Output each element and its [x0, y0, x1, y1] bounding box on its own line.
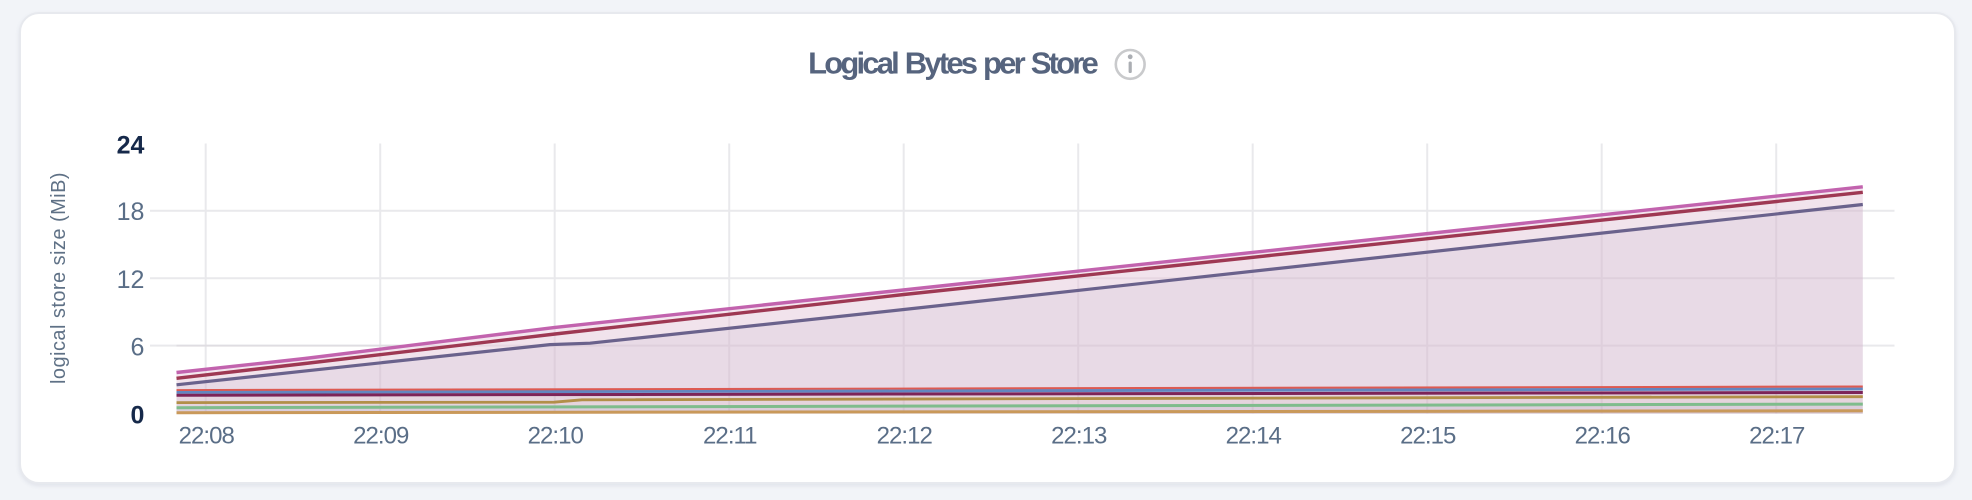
svg-text:22:16: 22:16	[1575, 423, 1631, 450]
svg-text:22:09: 22:09	[353, 423, 409, 450]
svg-text:logical store size (MiB): logical store size (MiB)	[48, 172, 70, 384]
svg-text:22:08: 22:08	[179, 423, 235, 450]
svg-text:22:15: 22:15	[1400, 423, 1456, 450]
svg-text:6: 6	[130, 333, 144, 361]
svg-text:22:12: 22:12	[877, 423, 933, 450]
svg-text:18: 18	[117, 198, 145, 226]
svg-text:Logical Bytes per Store: Logical Bytes per Store	[808, 46, 1098, 81]
svg-text:12: 12	[117, 266, 145, 294]
svg-text:22:13: 22:13	[1051, 423, 1107, 450]
svg-text:22:17: 22:17	[1749, 423, 1805, 450]
svg-text:22:11: 22:11	[703, 423, 757, 450]
svg-text:22:10: 22:10	[528, 423, 584, 450]
svg-text:0: 0	[130, 402, 144, 430]
svg-text:24: 24	[117, 131, 145, 159]
svg-text:22:14: 22:14	[1226, 423, 1282, 450]
